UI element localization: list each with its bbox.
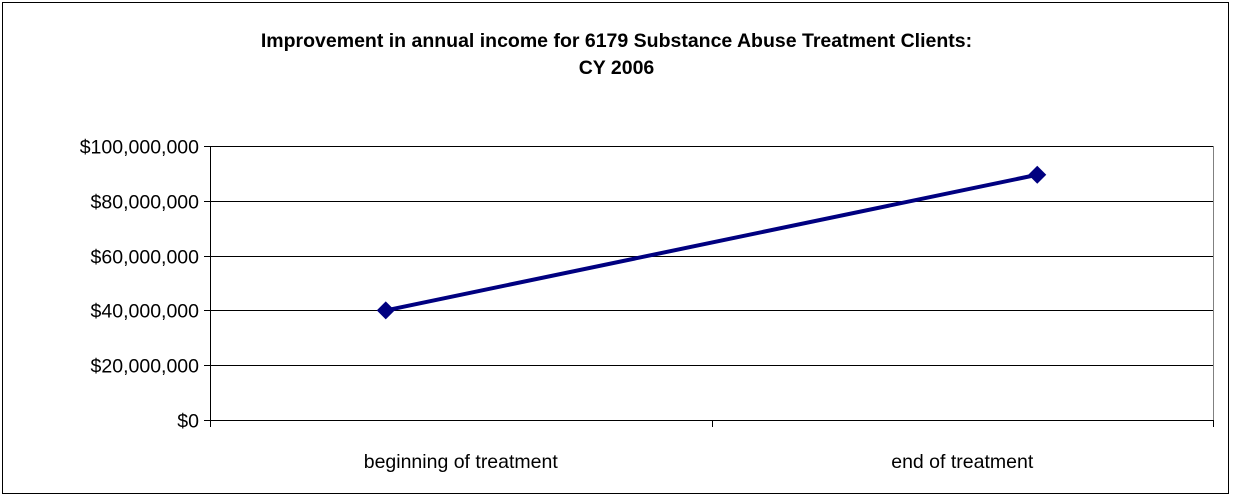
gridlines	[210, 146, 1213, 366]
x-tick-label: end of treatment	[891, 451, 1034, 473]
chart-title-line-1: Improvement in annual income for 6179 Su…	[260, 30, 973, 52]
axes	[204, 146, 1214, 427]
y-tick-label: $100,000,000	[80, 137, 199, 159]
y-tick-label: $0	[177, 411, 199, 433]
data-point-marker	[376, 301, 395, 320]
y-tick-label: $60,000,000	[91, 247, 200, 269]
tick-labels: $0 $20,000,000 $40,000,000 $60,000,000 $80,0…	[80, 137, 1034, 474]
y-tick-label: $80,000,000	[91, 192, 200, 214]
y-tick-label: $40,000,000	[91, 301, 200, 323]
series	[376, 165, 1047, 320]
data-point-marker	[1028, 165, 1047, 184]
series-line	[385, 172, 1038, 313]
chart-title-line-2: CY 2006	[578, 57, 655, 79]
chart-title: Improvement in annual income for 6179 Su…	[0, 28, 1233, 82]
x-tick-label: beginning of treatment	[364, 451, 559, 473]
y-tick-label: $20,000,000	[91, 356, 200, 378]
